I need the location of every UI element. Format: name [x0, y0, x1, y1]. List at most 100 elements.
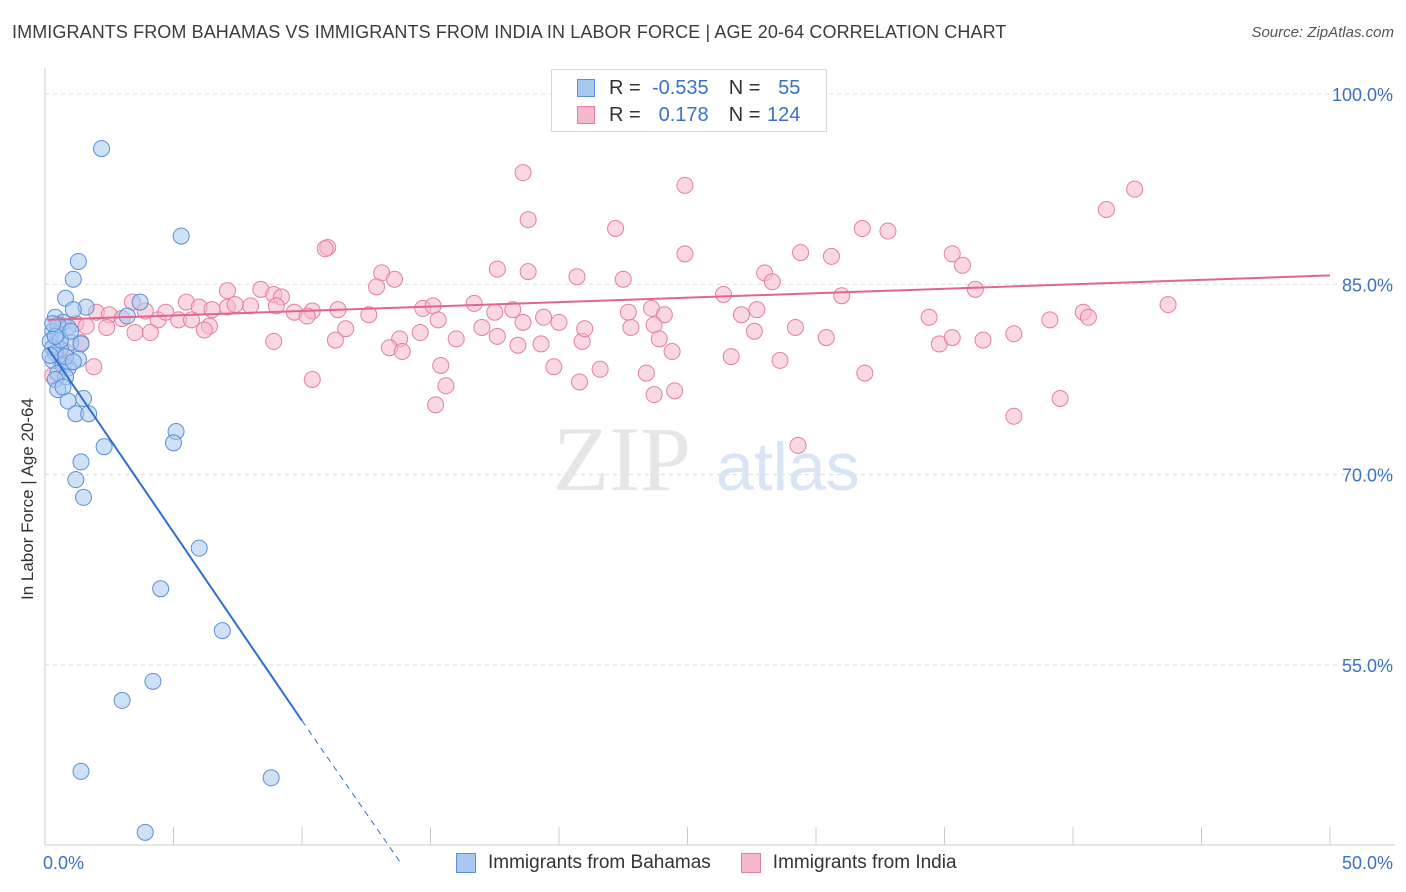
data-point-india [763, 273, 781, 291]
data-point-india [1079, 308, 1097, 326]
trend-lines [46, 274, 1331, 862]
data-point-india [85, 358, 103, 376]
data-point-bahamas [262, 769, 280, 787]
data-point-india [473, 318, 491, 336]
data-point-india [437, 377, 455, 395]
data-point-india [650, 330, 668, 348]
data-point-bahamas [69, 252, 87, 270]
data-point-bahamas [41, 346, 59, 364]
data-point-india [535, 308, 553, 326]
data-point-india [303, 370, 321, 388]
legend-label-bahamas: Immigrants from Bahamas [488, 852, 711, 873]
data-point-india [676, 245, 694, 263]
legend-n-label: N = [728, 103, 761, 126]
data-point-india [655, 306, 673, 324]
data-point-bahamas [190, 539, 208, 557]
data-point-india [1041, 311, 1059, 329]
data-point-bahamas [67, 471, 85, 489]
data-point-india [666, 382, 684, 400]
y-axis-label: In Labor Force | Age 20-64 [18, 398, 37, 600]
legend-n-value-bahamas: 55 [778, 76, 801, 99]
data-point-india [486, 303, 504, 321]
data-point-india [619, 303, 637, 321]
data-point-bahamas [93, 140, 111, 158]
data-point-india [532, 335, 550, 353]
data-point-india [714, 285, 732, 303]
data-point-india [771, 351, 789, 369]
legend-swatch-bahamas [577, 79, 595, 97]
data-point-bahamas [62, 322, 80, 340]
data-point-india [676, 176, 694, 194]
data-point-india [645, 386, 663, 404]
data-point-bahamas [54, 378, 72, 396]
axes [44, 68, 1395, 846]
data-point-india [1126, 180, 1144, 198]
data-point-india [748, 301, 766, 319]
data-point-bahamas [44, 315, 62, 333]
data-point-india [607, 219, 625, 237]
data-point-india [856, 364, 874, 382]
data-point-india [488, 327, 506, 345]
series-legend: Immigrants from Bahamas Immigrants from … [456, 852, 987, 874]
legend-item-india[interactable]: Immigrants from India [740, 852, 957, 874]
data-point-india [822, 247, 840, 265]
data-point-bahamas [213, 622, 231, 640]
data-point-india [514, 313, 532, 331]
data-point-india [833, 287, 851, 305]
data-point-india [98, 318, 116, 336]
data-point-bahamas [75, 488, 93, 506]
data-point-india [432, 356, 450, 374]
data-point-india [817, 329, 835, 347]
legend-swatch-india [740, 853, 761, 873]
data-point-india [614, 270, 632, 288]
data-point-bahamas [144, 672, 162, 690]
y-tick-label: 85.0% [1342, 275, 1393, 295]
series-india-points [44, 164, 1177, 454]
data-point-bahamas [64, 301, 82, 319]
data-point-india [298, 307, 316, 325]
data-point-india [265, 332, 283, 350]
trend-line-bahamas-extension [301, 720, 401, 862]
data-point-india [576, 320, 594, 338]
data-point-bahamas [165, 434, 182, 452]
data-point-india [1051, 389, 1069, 407]
legend-row-india: R = 0.178 N = 124 [577, 104, 800, 126]
data-point-bahamas [72, 453, 90, 471]
data-point-bahamas [131, 293, 149, 311]
x-tick-label: 50.0% [1342, 853, 1393, 873]
trend-line-india [47, 274, 1331, 321]
data-point-india [786, 318, 804, 336]
data-point-india [943, 245, 961, 263]
data-point-india [519, 211, 537, 229]
data-point-india [1005, 325, 1023, 343]
data-point-india [509, 336, 527, 354]
data-point-bahamas [72, 762, 90, 780]
data-point-india [550, 313, 568, 331]
data-point-india [943, 329, 961, 347]
data-point-india [545, 358, 563, 376]
legend-n-label: N = [728, 76, 761, 99]
legend-swatch-bahamas [456, 853, 476, 873]
data-point-india [126, 324, 144, 342]
legend-r-label: R = [609, 76, 641, 99]
data-point-india [568, 268, 586, 286]
data-point-india [360, 306, 378, 324]
data-point-india [488, 260, 506, 278]
data-point-india [974, 331, 992, 349]
legend-label-india: Immigrants from India [772, 852, 957, 873]
data-point-bahamas [80, 405, 98, 423]
legend-r-value-bahamas: -0.535 [651, 76, 709, 99]
data-point-india [920, 308, 938, 326]
data-point-india [663, 343, 681, 361]
tick-labels: 55.0% 70.0% 85.0% 100.0% 0.0% 50.0% [43, 85, 1393, 873]
legend-item-bahamas[interactable]: Immigrants from Bahamas [456, 852, 711, 874]
data-point-bahamas [136, 823, 154, 841]
data-point-india [337, 320, 355, 338]
data-point-bahamas [95, 438, 113, 456]
data-point-india [368, 278, 386, 296]
data-point-bahamas [172, 227, 190, 245]
data-point-india [226, 296, 244, 314]
legend-r-value-india: 0.178 [658, 103, 709, 126]
data-point-india [722, 348, 740, 366]
data-point-india [853, 219, 871, 237]
